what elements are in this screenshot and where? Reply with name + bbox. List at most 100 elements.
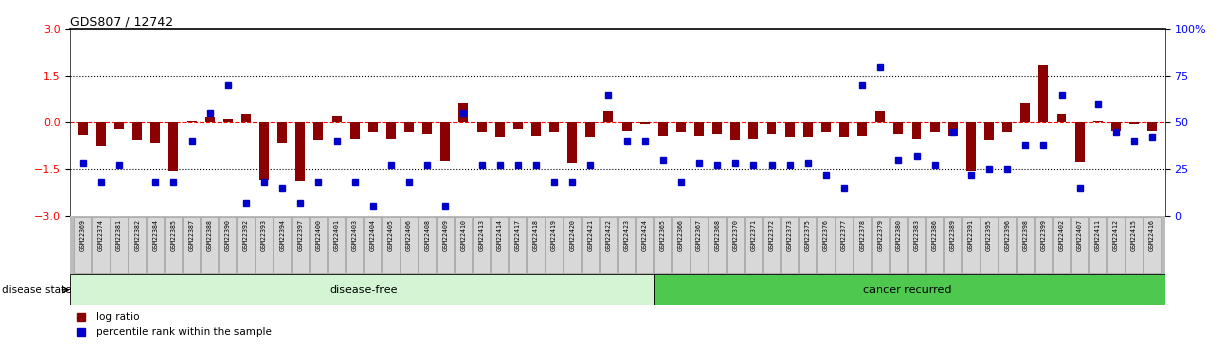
FancyBboxPatch shape [273, 217, 290, 273]
Text: percentile rank within the sample: percentile rank within the sample [96, 327, 272, 337]
FancyBboxPatch shape [491, 217, 508, 273]
FancyBboxPatch shape [70, 274, 653, 305]
Text: GSM22371: GSM22371 [750, 219, 756, 250]
Text: GSM22396: GSM22396 [1004, 219, 1010, 250]
Text: GSM22410: GSM22410 [460, 219, 466, 250]
Bar [712, 122, 722, 134]
Bar [459, 103, 469, 122]
Text: GSM22413: GSM22413 [478, 219, 485, 250]
Text: GSM22388: GSM22388 [207, 219, 213, 250]
Text: GSM22373: GSM22373 [787, 219, 792, 250]
Text: GSM22386: GSM22386 [931, 219, 937, 250]
Bar [604, 111, 614, 122]
Bar [567, 122, 577, 164]
Text: disease state: disease state [2, 286, 73, 295]
Text: GSM22409: GSM22409 [443, 219, 448, 250]
FancyBboxPatch shape [563, 217, 581, 273]
Text: GSM22390: GSM22390 [225, 219, 231, 250]
FancyBboxPatch shape [128, 217, 146, 273]
Bar [785, 122, 795, 137]
Bar [1020, 103, 1031, 122]
FancyBboxPatch shape [509, 217, 526, 273]
Text: disease-free: disease-free [330, 285, 399, 295]
FancyBboxPatch shape [92, 217, 109, 273]
Bar [1111, 122, 1121, 131]
Bar [494, 122, 504, 137]
Bar [1057, 114, 1066, 122]
FancyBboxPatch shape [1107, 217, 1124, 273]
Text: GSM22417: GSM22417 [515, 219, 520, 250]
FancyBboxPatch shape [1144, 217, 1161, 273]
Text: GSM22403: GSM22403 [352, 219, 358, 250]
FancyBboxPatch shape [1053, 217, 1070, 273]
Text: GSM22423: GSM22423 [624, 219, 630, 250]
Bar [676, 122, 686, 132]
FancyBboxPatch shape [817, 217, 835, 273]
Text: GSM22365: GSM22365 [659, 219, 665, 250]
FancyBboxPatch shape [617, 217, 635, 273]
Text: GSM22381: GSM22381 [116, 219, 122, 250]
Bar [984, 122, 994, 140]
Text: GSM22378: GSM22378 [859, 219, 865, 250]
FancyBboxPatch shape [1125, 217, 1143, 273]
Bar [731, 122, 740, 140]
Text: GSM22424: GSM22424 [642, 219, 648, 250]
Bar [114, 122, 124, 129]
FancyBboxPatch shape [636, 217, 653, 273]
Bar [857, 122, 867, 136]
Bar [132, 122, 143, 139]
FancyBboxPatch shape [708, 217, 726, 273]
Text: GSM22376: GSM22376 [823, 219, 829, 250]
Text: GSM22408: GSM22408 [424, 219, 430, 250]
Bar [876, 111, 886, 122]
Bar [948, 122, 958, 136]
FancyBboxPatch shape [980, 217, 998, 273]
FancyBboxPatch shape [383, 217, 400, 273]
Bar [839, 122, 849, 137]
Bar [277, 122, 287, 143]
Text: GSM22377: GSM22377 [841, 219, 847, 250]
Bar [1038, 65, 1048, 122]
Bar [241, 114, 251, 122]
Text: GSM22379: GSM22379 [877, 219, 883, 250]
Text: GSM22407: GSM22407 [1076, 219, 1082, 250]
Bar [694, 122, 704, 136]
Text: GSM22402: GSM22402 [1059, 219, 1064, 250]
Bar [314, 122, 323, 139]
Bar [223, 119, 232, 122]
FancyBboxPatch shape [889, 217, 907, 273]
Bar [911, 122, 921, 139]
Text: cancer recurred: cancer recurred [863, 285, 952, 295]
Bar [349, 122, 359, 139]
Bar [1129, 122, 1139, 124]
Bar [260, 122, 269, 180]
FancyBboxPatch shape [437, 217, 454, 273]
Bar [966, 122, 975, 170]
FancyBboxPatch shape [781, 217, 798, 273]
Bar [187, 121, 197, 122]
Text: GSM22380: GSM22380 [895, 219, 902, 250]
Bar [1148, 122, 1157, 131]
Bar [766, 122, 776, 134]
Text: GSM22412: GSM22412 [1113, 219, 1119, 250]
FancyBboxPatch shape [346, 217, 363, 273]
Text: log ratio: log ratio [96, 312, 139, 322]
FancyBboxPatch shape [455, 217, 472, 273]
FancyBboxPatch shape [763, 217, 780, 273]
Text: GSM22398: GSM22398 [1022, 219, 1028, 250]
Text: GSM22383: GSM22383 [914, 219, 920, 250]
Bar [1002, 122, 1012, 132]
FancyBboxPatch shape [400, 217, 418, 273]
FancyBboxPatch shape [364, 217, 381, 273]
Text: GSM22405: GSM22405 [387, 219, 394, 250]
Bar [403, 122, 415, 132]
Text: GSM22370: GSM22370 [732, 219, 738, 250]
FancyBboxPatch shape [582, 217, 599, 273]
Text: GSM22404: GSM22404 [370, 219, 376, 250]
Bar [77, 122, 87, 135]
Text: GDS807 / 12742: GDS807 / 12742 [70, 15, 173, 28]
Text: GSM22422: GSM22422 [605, 219, 611, 250]
Text: GSM22387: GSM22387 [188, 219, 194, 250]
Text: GSM22414: GSM22414 [497, 219, 503, 250]
Bar [150, 122, 160, 143]
